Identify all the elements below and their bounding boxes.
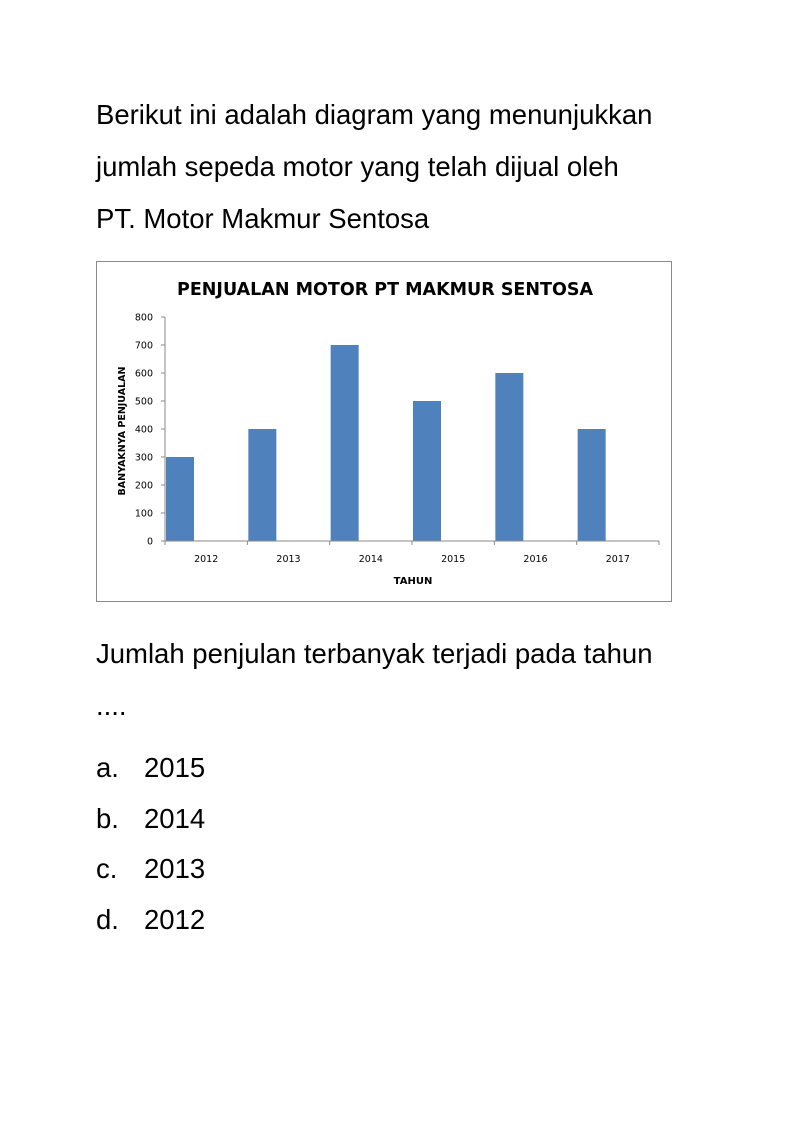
y-tick-label: 400: [135, 425, 153, 436]
question-text: Jumlah penjulan terbanyak terjadi pada t…: [96, 628, 716, 732]
answer-options: a. 2015 b. 2014 c. 2013 d. 2012: [96, 743, 205, 945]
option-letter: b.: [96, 802, 119, 834]
x-tick-label: 2013: [276, 554, 300, 565]
chart-title: PENJUALAN MOTOR PT MAKMUR SENTOSA: [177, 280, 593, 300]
bar: [248, 429, 277, 541]
question-line-2: ....: [96, 690, 127, 721]
x-tick-label: 2015: [441, 554, 465, 565]
x-tick-label: 2012: [194, 554, 218, 565]
bar: [166, 457, 194, 541]
x-tick-label: 2016: [523, 554, 547, 565]
y-tick-label: 600: [135, 369, 153, 380]
intro-line-1: Berikut ini adalah diagram yang menunjuk…: [96, 99, 653, 130]
option-b[interactable]: b. 2014: [96, 794, 205, 845]
y-tick-label: 200: [135, 481, 153, 492]
bar: [413, 401, 441, 541]
y-tick-label: 500: [135, 397, 153, 408]
y-tick-label: 800: [135, 313, 153, 324]
chart-svg: PENJUALAN MOTOR PT MAKMUR SENTOSA BANYAK…: [117, 280, 660, 587]
x-axis-label: TAHUN: [394, 576, 433, 587]
option-c[interactable]: c. 2013: [96, 844, 205, 895]
bar: [330, 345, 359, 541]
option-letter: a.: [96, 752, 119, 783]
option-a[interactable]: a. 2015: [96, 743, 205, 794]
option-letter: d.: [96, 903, 119, 935]
option-text: 2012: [144, 903, 206, 935]
bar: [577, 429, 606, 541]
question-line-1: Jumlah penjulan terbanyak terjadi pada t…: [96, 638, 653, 669]
intro-line-2: jumlah sepeda motor yang telah dijual ol…: [96, 151, 619, 182]
y-tick-label: 300: [135, 453, 153, 464]
option-letter: c.: [96, 853, 118, 884]
option-d[interactable]: d. 2012: [96, 895, 205, 946]
option-text: 2015: [144, 752, 206, 783]
plot-area: 0 100 200 300 400 500 600 700 800 2012 2013 2014 201…: [135, 313, 660, 565]
y-axis-label: BANYAKNYA PENJUALAN: [117, 367, 128, 496]
option-text: 2013: [144, 853, 206, 884]
y-tick-label: 700: [135, 341, 153, 352]
bar: [495, 373, 524, 541]
sales-chart: PENJUALAN MOTOR PT MAKMUR SENTOSA BANYAK…: [96, 261, 672, 602]
x-tick-label: 2017: [606, 554, 630, 565]
intro-text: Berikut ini adalah diagram yang menunjuk…: [96, 89, 716, 245]
y-tick-label: 0: [147, 537, 153, 548]
intro-line-3: PT. Motor Makmur Sentosa: [96, 203, 430, 234]
option-text: 2014: [144, 802, 206, 834]
y-tick-label: 100: [135, 509, 153, 520]
x-tick-label: 2014: [359, 554, 383, 565]
